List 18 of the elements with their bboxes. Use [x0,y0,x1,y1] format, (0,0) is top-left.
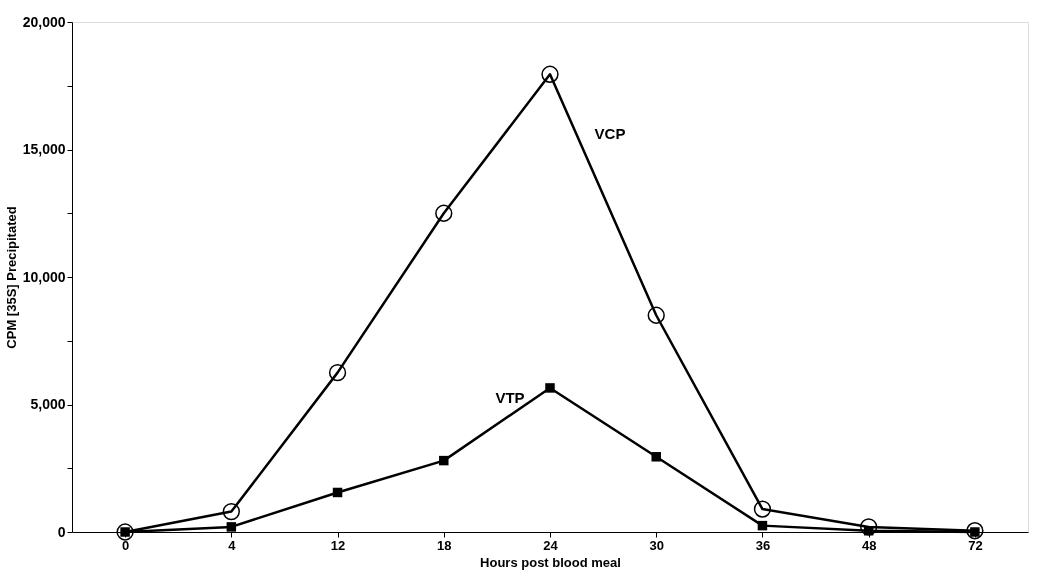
x-tick-label: 72 [968,537,983,553]
y-tick-label: 20,000 [22,13,66,30]
series-label: VCP [594,125,626,143]
x-tick-label: 36 [755,537,771,553]
x-tick-label: 0 [121,537,130,553]
y-tick-label: 0 [57,523,66,540]
x-tick-label: 30 [649,537,664,553]
x-axis-title: Hours post blood meal [480,554,621,570]
y-tick-label: 10,000 [22,268,66,285]
y-tick-label: 5,000 [30,396,66,412]
y-axis-title: CPM [35S] Precipitated [3,206,19,349]
x-tick-label: 48 [861,537,877,553]
x-tick-label: 4 [228,537,237,553]
x-tick-label: 12 [330,537,346,553]
y-tick-label: 15,000 [22,141,66,157]
series-label: VTP [495,388,525,406]
x-tick-label: 24 [543,537,559,553]
x-tick-label: 18 [437,537,452,553]
